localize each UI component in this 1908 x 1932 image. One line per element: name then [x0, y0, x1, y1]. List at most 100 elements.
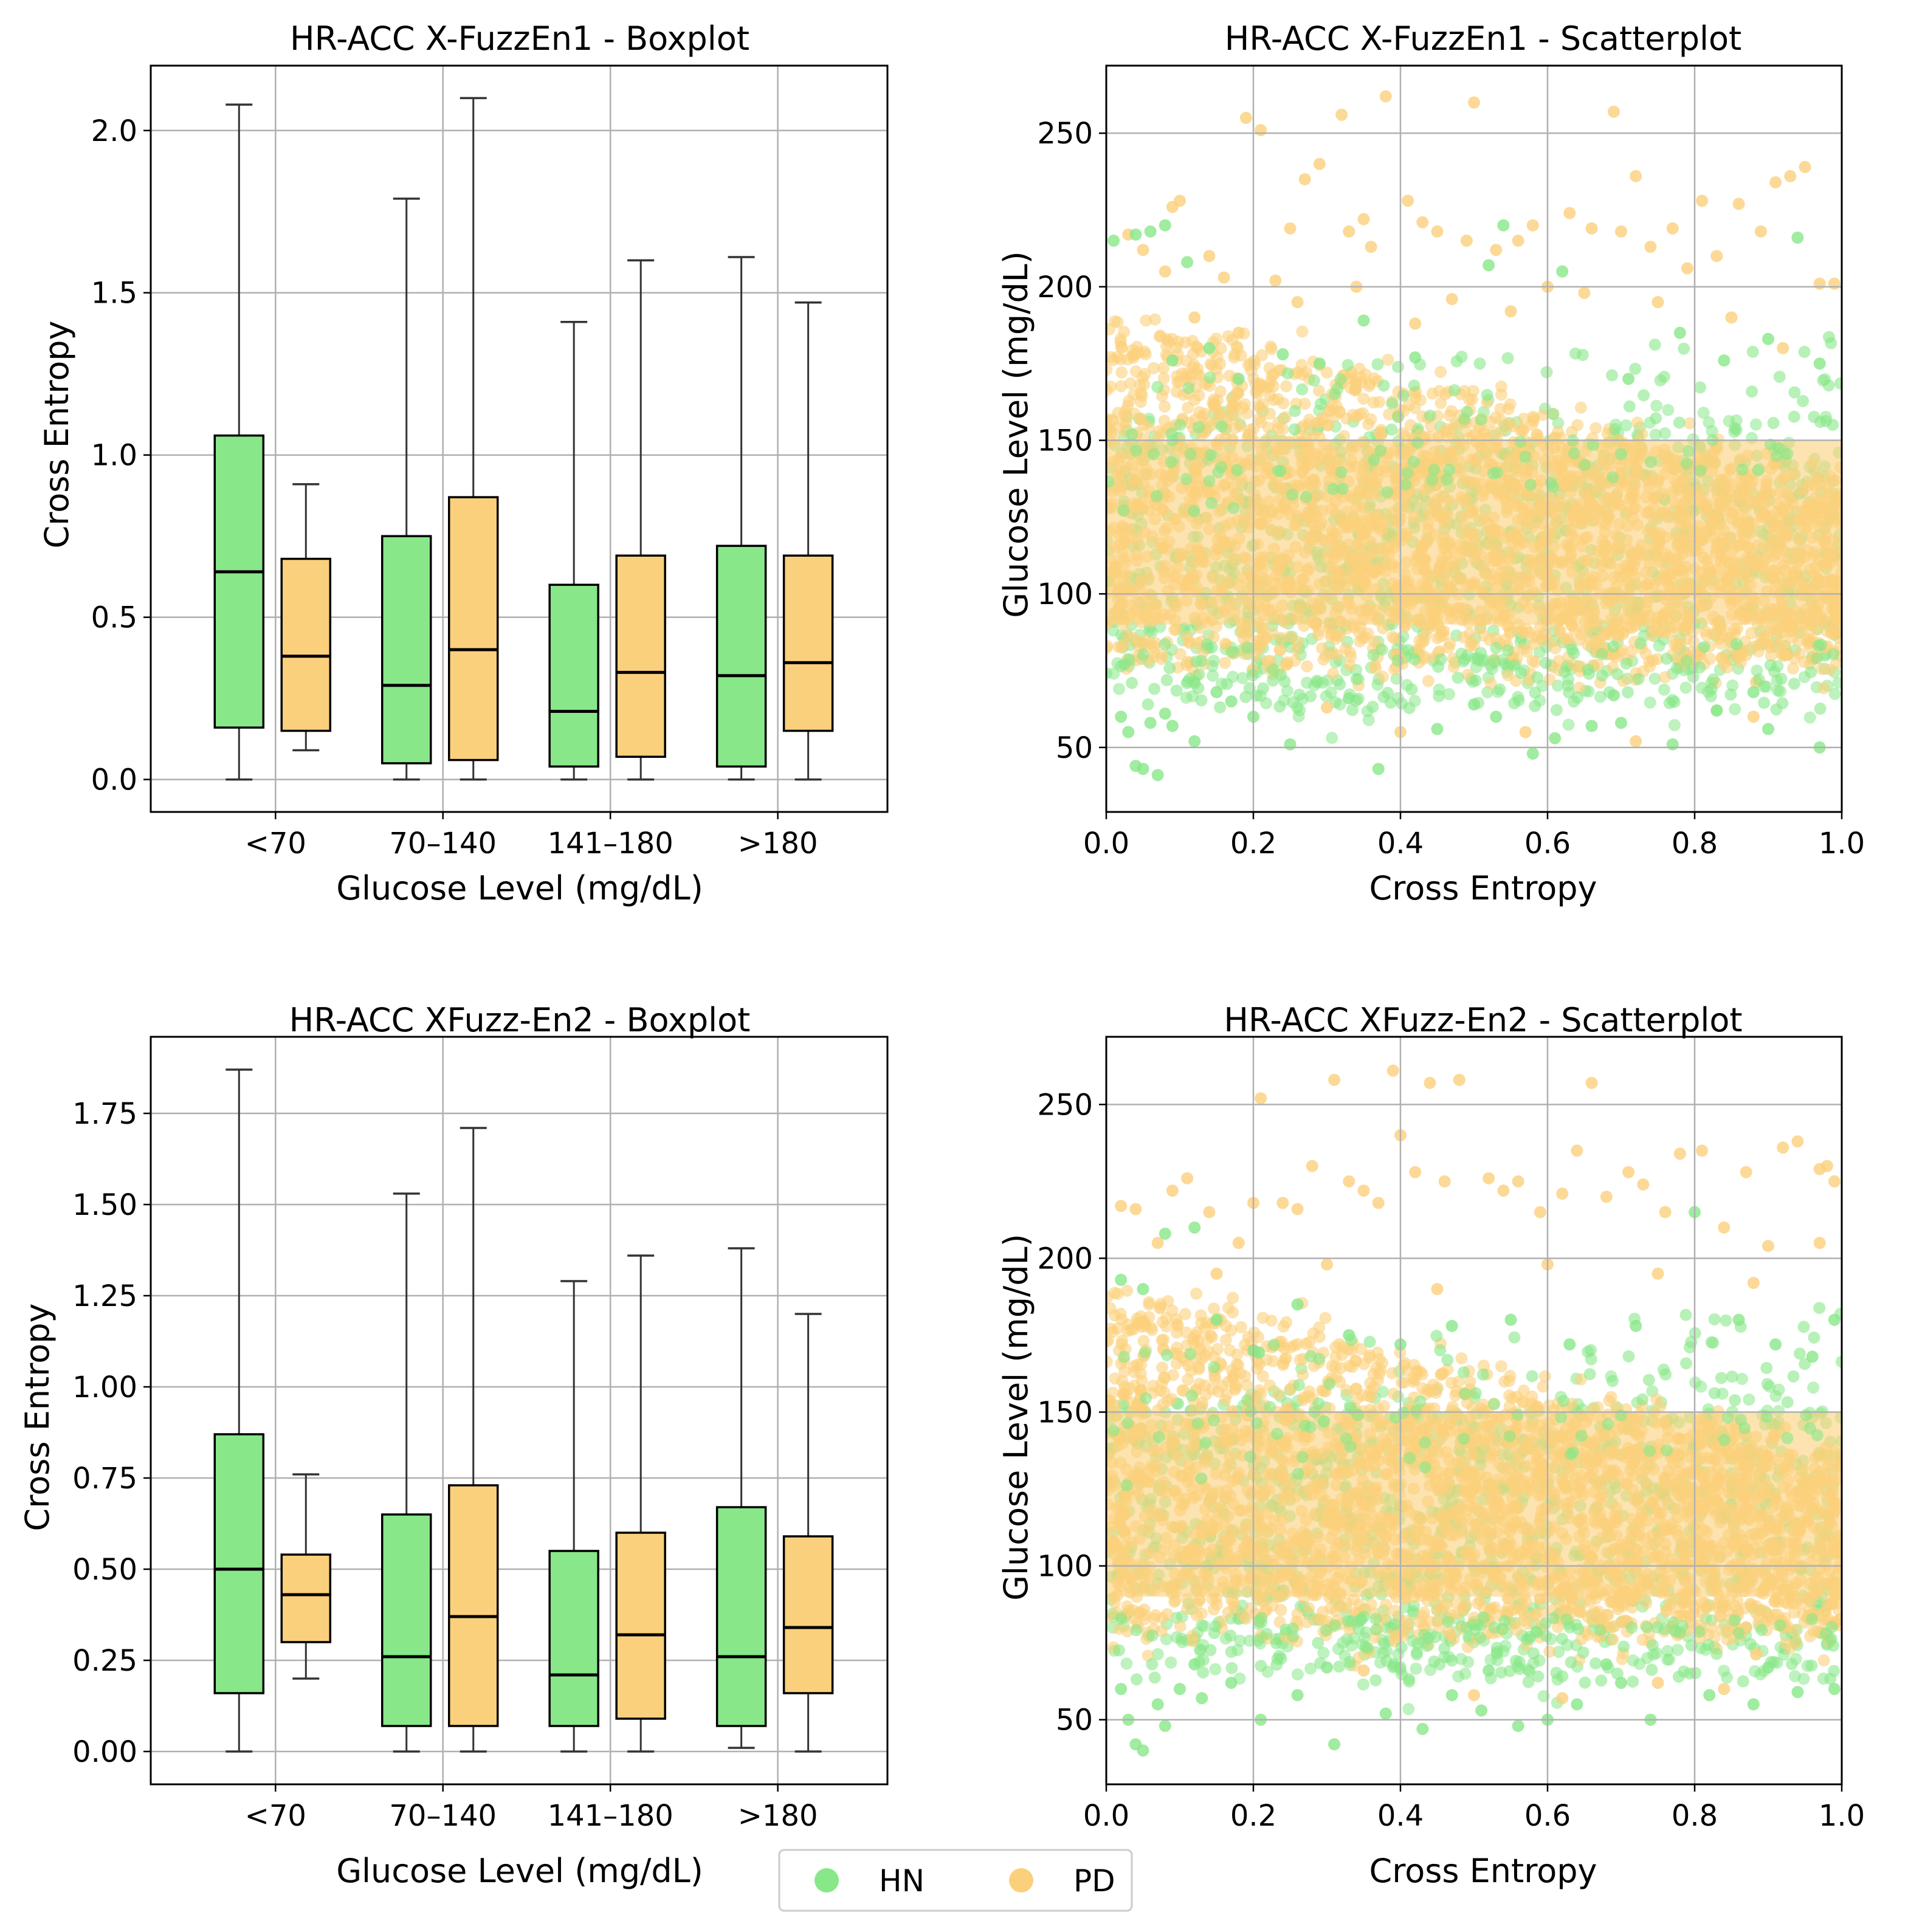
scatter-point-pd	[1370, 583, 1383, 596]
scatter-point-hn	[1307, 374, 1320, 387]
scatter-point-pd	[1478, 425, 1490, 438]
scatter-point-pd	[1528, 540, 1541, 553]
scatter-point-hn	[1335, 466, 1348, 479]
scatter-point-pd	[1659, 671, 1672, 684]
scatter-point-pd	[1725, 311, 1738, 324]
scatter-point-pd	[1490, 581, 1503, 594]
scatter-point-pd	[1614, 563, 1627, 576]
scatter-point-pd	[1784, 576, 1797, 589]
scatter-point-hn	[1770, 703, 1783, 716]
scatter-point-hn	[1117, 504, 1130, 517]
scatter-point-pd	[1629, 597, 1642, 610]
scatter-point-pd	[1386, 558, 1399, 571]
scatter-point-pd	[1601, 492, 1614, 504]
scatter-point-pd	[1464, 639, 1477, 652]
scatter-point-hn	[1768, 665, 1781, 678]
scatter-point-pd	[1116, 520, 1129, 532]
scatter-point-hn	[1752, 673, 1765, 686]
scatter-point-pd	[1458, 523, 1471, 536]
scatter-point-hn	[1160, 674, 1173, 687]
scatter-point-hn	[1195, 694, 1208, 707]
scatter-point-pd	[1610, 651, 1622, 664]
scatter-point-pd	[1474, 605, 1487, 617]
scatter-point-hn	[1726, 679, 1739, 692]
scatter-point-hn	[1707, 673, 1720, 686]
scatter-point-hn	[1291, 1668, 1304, 1681]
scatter-point-pd	[1115, 641, 1128, 653]
scatter-point-pd	[1252, 503, 1264, 516]
scatter-point-pd	[1413, 634, 1426, 647]
x-tick-label: 0.6	[1524, 827, 1571, 861]
scatter-point-hn	[1209, 1663, 1222, 1676]
scatter-point-pd	[1461, 580, 1473, 593]
scatter-point-pd	[1585, 574, 1597, 587]
scatter-point-pd	[1527, 412, 1540, 425]
scatter-point-pd	[1139, 348, 1152, 360]
scatter-point-pd	[1675, 542, 1687, 555]
scatter-point-pd	[1410, 391, 1422, 404]
scatter-point-pd	[1752, 539, 1765, 552]
scatter-point-pd	[1582, 511, 1595, 524]
scatter-point-pd	[1106, 501, 1118, 514]
scatter-point-pd	[1537, 438, 1549, 451]
scatter-point-hn	[1433, 690, 1445, 703]
scatter-point-pd	[1299, 546, 1312, 559]
scatter-point-hn	[1769, 1390, 1782, 1403]
scatter-point-pd	[1519, 726, 1532, 738]
scatter-point-pd	[1631, 435, 1644, 448]
scatter-point-pd	[1190, 340, 1202, 353]
scatter-point-pd	[1456, 511, 1469, 524]
scatter-point-pd	[1409, 317, 1422, 330]
scatter-point-hn	[1182, 382, 1195, 394]
scatter-point-hn	[1621, 686, 1634, 699]
scatter-point-pd	[1303, 513, 1315, 526]
scatter-point-pd	[1596, 569, 1609, 582]
scatter-point-pd	[1112, 593, 1124, 605]
scatter-point-hn	[1586, 439, 1599, 452]
scatter-point-hn	[1736, 463, 1749, 476]
scatter-point-hn	[1771, 684, 1784, 697]
scatter-point-pd	[1320, 650, 1332, 662]
scatter-point-hn	[1481, 388, 1493, 401]
scatter-series-hn	[1107, 219, 1826, 782]
scatter-point-pd	[1343, 225, 1355, 238]
scatter-point-pd	[1628, 559, 1641, 572]
scatter-point-pd	[1141, 550, 1154, 563]
scatter-point-pd	[1615, 225, 1627, 238]
scatter-point-pd	[1596, 554, 1609, 567]
scatter-point-pd	[1653, 528, 1666, 540]
scatter-point-hn	[1215, 461, 1228, 473]
scatter-point-pd	[1632, 467, 1645, 480]
scatter-point-pd	[1391, 580, 1404, 593]
scatter-point-pd	[1460, 235, 1473, 247]
scatter-point-pd	[1620, 534, 1633, 546]
scatter-point-pd	[1677, 473, 1690, 486]
scatter-point-pd	[1126, 344, 1138, 357]
scatter-point-pd	[1270, 475, 1283, 487]
scatter-point-hn	[1402, 644, 1414, 656]
scatter-point-pd	[1701, 498, 1713, 511]
scatter-point-pd	[1418, 553, 1431, 566]
scatter-point-pd	[1252, 634, 1265, 647]
scatter-point-pd	[1351, 501, 1363, 514]
box-hn	[548, 1280, 599, 1753]
x-tick-label: 0.8	[1672, 827, 1718, 861]
scatter-point-pd	[1390, 516, 1403, 529]
scatter-point-pd	[1684, 507, 1697, 520]
scatter-point-pd	[1345, 455, 1358, 467]
scatter-point-pd	[1682, 610, 1695, 622]
scatter-point-pd	[1428, 529, 1441, 541]
scatter-point-pd	[1272, 507, 1284, 520]
scatter-point-pd	[1416, 216, 1429, 229]
scatter-point-pd	[1362, 627, 1374, 640]
scatter-point-pd	[1356, 436, 1369, 449]
x-tick-label: 70–140	[389, 827, 497, 861]
scatter-point-hn	[1310, 675, 1323, 687]
scatter-point-hn	[1695, 681, 1708, 694]
scatter-point-pd	[1774, 486, 1786, 499]
scatter-point-hn	[1552, 1646, 1565, 1659]
scatter-point-pd	[1834, 461, 1842, 473]
box-hn	[213, 1068, 265, 1753]
scatter-point-hn	[1659, 427, 1672, 439]
scatter-point-pd	[1458, 474, 1471, 487]
